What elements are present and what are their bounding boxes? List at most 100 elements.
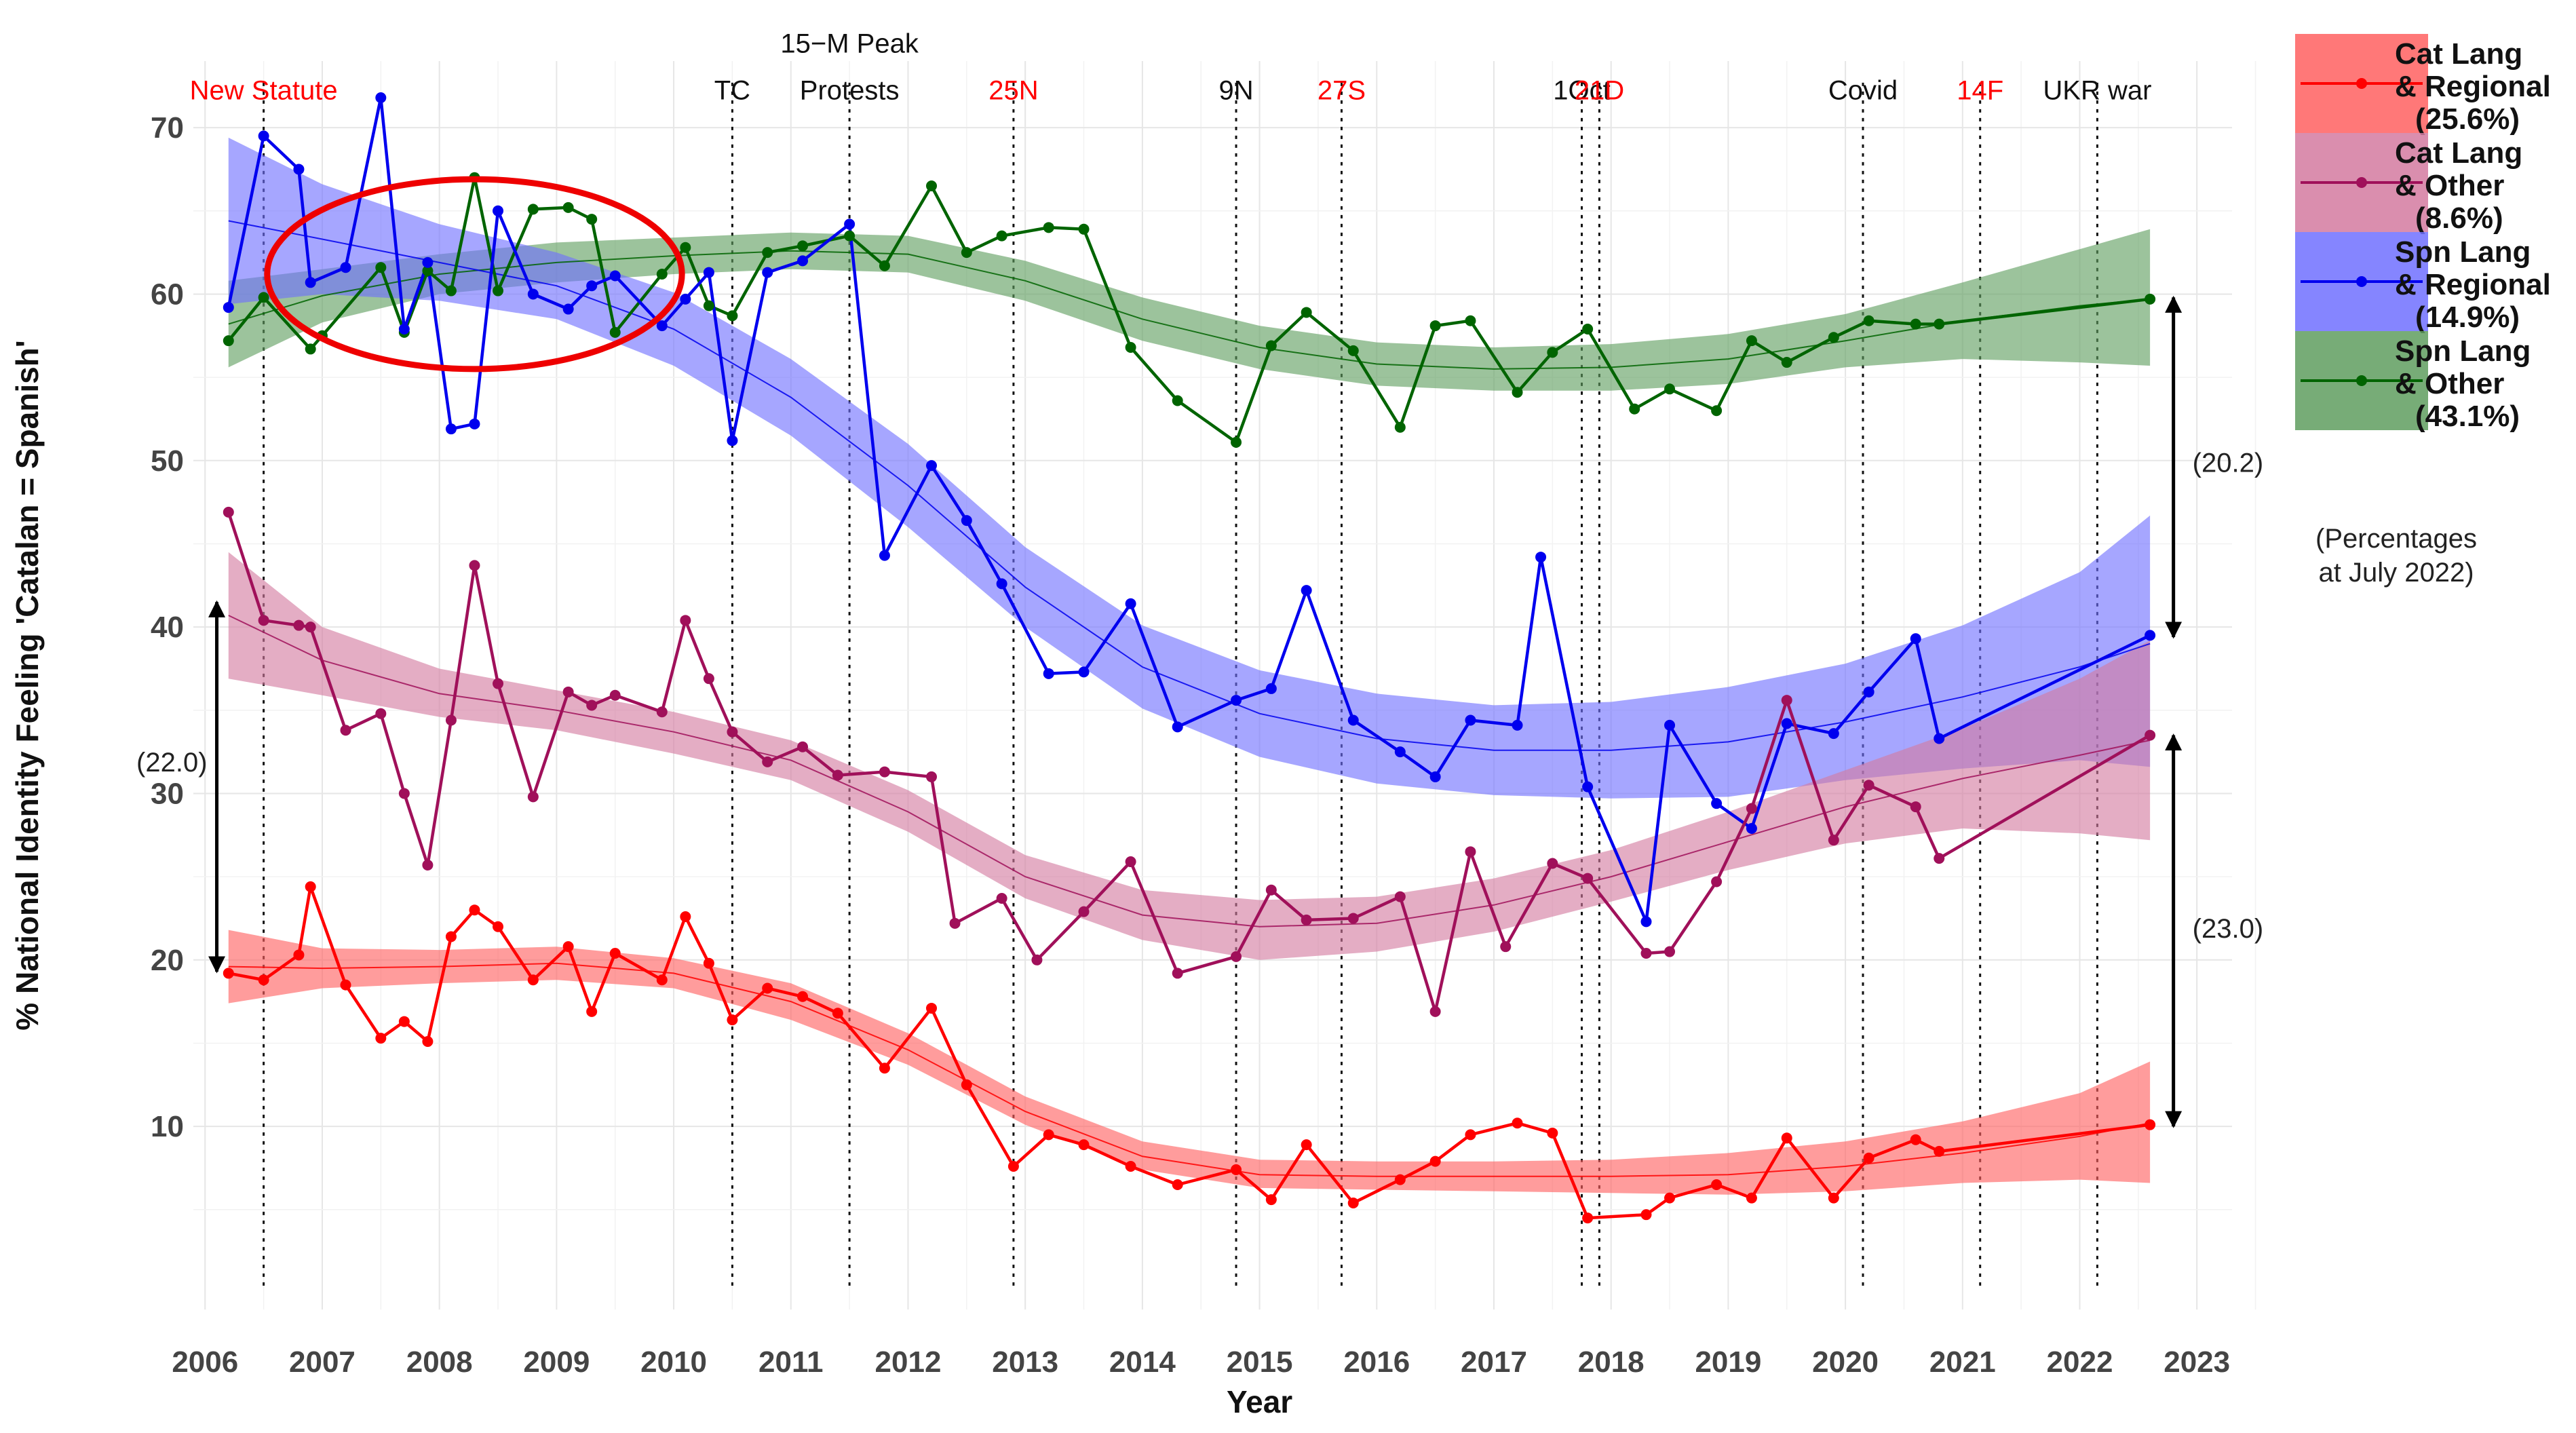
point-cat-lang-other [586, 700, 598, 711]
point-cat-lang-other [1394, 891, 1406, 902]
point-cat-lang-regional [375, 1033, 387, 1044]
point-spn-lang-regional [1231, 695, 1242, 706]
point-spn-lang-regional [1172, 721, 1183, 733]
point-cat-lang-other [879, 766, 890, 778]
x-tick-label: 2023 [2164, 1345, 2230, 1379]
point-cat-lang-other [223, 506, 234, 518]
point-spn-lang-other [1231, 436, 1242, 448]
point-spn-lang-regional [1429, 771, 1441, 782]
point-cat-lang-regional [1711, 1179, 1723, 1190]
point-cat-lang-regional [762, 982, 773, 994]
point-spn-lang-other [1863, 315, 1875, 326]
point-spn-lang-regional [656, 320, 668, 332]
point-spn-lang-other [1394, 421, 1406, 433]
point-spn-lang-regional [375, 92, 387, 103]
y-tick-label: 30 [151, 777, 184, 810]
point-cat-lang-regional [527, 974, 539, 986]
point-cat-lang-regional [1640, 1209, 1652, 1221]
event-label-15-m-peak: 15−M Peak [780, 29, 919, 59]
point-spn-lang-regional [609, 270, 621, 282]
fit-line-spn-lang-other [228, 250, 2151, 370]
y-axis-title: % National Identity Feeling 'Catalan = S… [9, 340, 45, 1030]
point-spn-lang-regional [398, 323, 410, 335]
point-cat-lang-other [445, 714, 457, 726]
point-spn-lang-regional [1640, 916, 1652, 928]
x-axis-title: Year [1227, 1384, 1292, 1419]
point-cat-lang-regional [1043, 1129, 1054, 1141]
point-spn-lang-other [527, 204, 539, 215]
annotations: (22.0) (20.2) (23.0) (Percentages at July 20… [136, 295, 2477, 1128]
point-cat-lang-regional [926, 1002, 938, 1014]
point-cat-lang-regional [469, 904, 480, 916]
x-tick-label: 2019 [1695, 1345, 1761, 1379]
point-spn-lang-other [223, 335, 234, 347]
point-cat-lang-other [398, 788, 410, 799]
point-spn-lang-other [1547, 347, 1558, 358]
point-cat-lang-other [2145, 729, 2156, 741]
event-label-tc: TC [714, 75, 750, 105]
point-cat-lang-other [656, 706, 668, 718]
point-spn-lang-regional [1265, 683, 1277, 694]
point-cat-lang-other [1301, 914, 1312, 925]
point-cat-lang-regional [1007, 1161, 1019, 1172]
point-cat-lang-regional [1828, 1192, 1839, 1204]
point-spn-lang-other [445, 285, 457, 297]
point-spn-lang-other [656, 269, 668, 280]
point-cat-lang-regional [340, 979, 351, 991]
point-cat-lang-regional [398, 1016, 410, 1027]
point-spn-lang-other [305, 343, 316, 355]
y-tick-label: 50 [151, 444, 184, 478]
y-tick-label: 10 [151, 1110, 184, 1143]
x-tick-label: 2021 [1929, 1345, 1996, 1379]
point-spn-lang-other [1934, 318, 1945, 330]
event-label-14f: 14F [1957, 75, 2003, 105]
legend-label-spn-lang-regional: Spn Lang [2395, 235, 2531, 269]
point-cat-lang-regional [1910, 1134, 1921, 1145]
point-spn-lang-regional [1711, 798, 1723, 809]
point-spn-lang-regional [305, 277, 316, 288]
point-cat-lang-other [1711, 876, 1723, 887]
point-cat-lang-regional [1429, 1155, 1441, 1167]
point-spn-lang-regional [762, 267, 773, 278]
point-cat-lang-regional [1512, 1117, 1523, 1129]
y-tick-label: 40 [151, 611, 184, 644]
point-cat-lang-regional [293, 949, 305, 961]
point-spn-lang-other [1781, 357, 1792, 368]
point-cat-lang-regional [703, 957, 714, 969]
x-tick-label: 2007 [289, 1345, 355, 1379]
point-cat-lang-regional [258, 974, 269, 986]
point-spn-lang-regional [1863, 686, 1875, 698]
point-spn-lang-regional [1465, 714, 1476, 726]
legend-label-cat-lang-regional: (25.6%) [2415, 102, 2520, 136]
point-cat-lang-other [527, 791, 539, 803]
point-spn-lang-other [1629, 403, 1640, 415]
point-cat-lang-regional [727, 1014, 738, 1026]
highlight-ellipse-group [264, 176, 685, 372]
event-label-protests: Protests [800, 75, 900, 105]
legend-label-cat-lang-regional: Cat Lang [2395, 37, 2522, 71]
point-cat-lang-other [1500, 941, 1512, 953]
point-spn-lang-regional [1828, 728, 1839, 740]
point-spn-lang-other [879, 260, 890, 271]
point-spn-lang-regional [2145, 630, 2156, 641]
point-cat-lang-other [1863, 780, 1875, 791]
point-cat-lang-regional [223, 968, 234, 979]
point-cat-lang-regional [961, 1079, 972, 1090]
point-cat-lang-regional [1746, 1192, 1757, 1204]
point-spn-lang-regional [926, 460, 938, 472]
point-cat-lang-regional [1347, 1197, 1359, 1208]
point-cat-lang-other [996, 893, 1007, 904]
point-cat-lang-other [727, 726, 738, 738]
point-cat-lang-regional [586, 1006, 598, 1017]
point-spn-lang-regional [680, 293, 691, 305]
point-spn-lang-regional [340, 262, 351, 273]
point-spn-lang-regional [562, 303, 574, 315]
point-cat-lang-other [1125, 856, 1136, 868]
point-spn-lang-other [727, 310, 738, 322]
point-spn-lang-regional [1512, 719, 1523, 731]
y-tick-label: 70 [151, 111, 184, 145]
point-spn-lang-regional [527, 288, 539, 300]
point-spn-lang-regional [1934, 733, 1945, 744]
